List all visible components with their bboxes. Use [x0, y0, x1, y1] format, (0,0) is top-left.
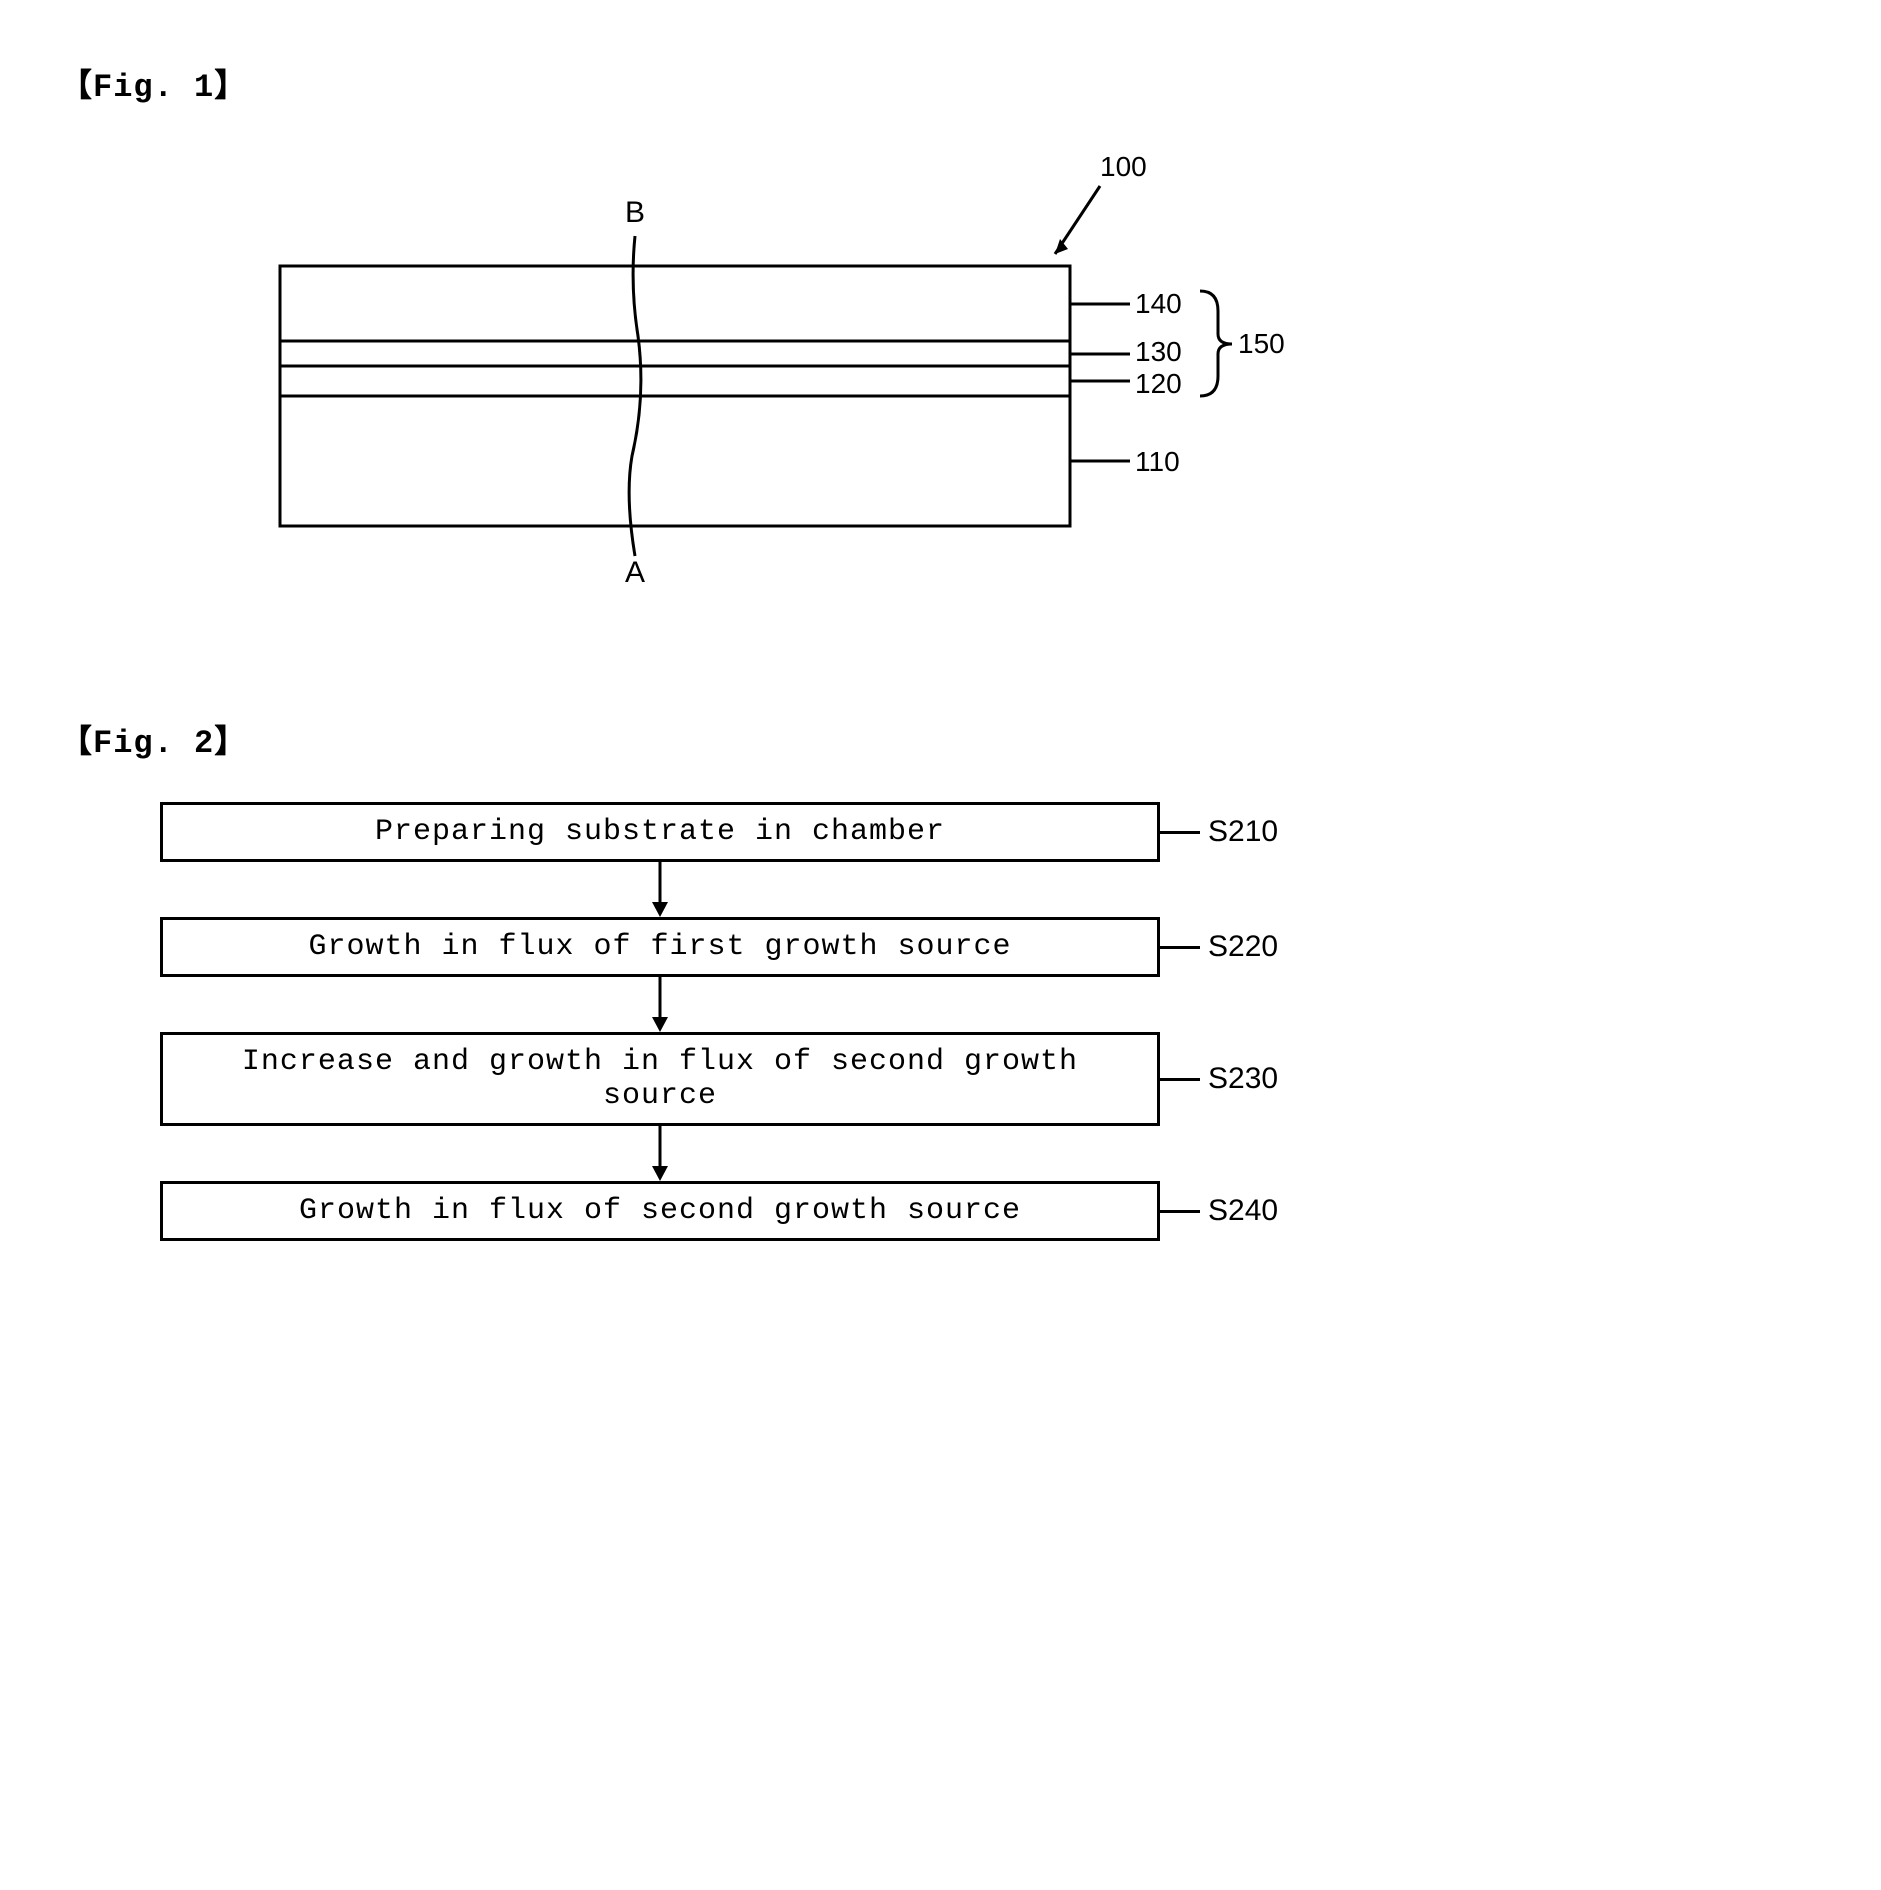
label-120: 120	[1135, 368, 1182, 400]
label-140: 140	[1135, 288, 1182, 320]
letter-B: B	[625, 196, 645, 230]
step-label-3: S230	[1208, 1062, 1278, 1096]
arrow-connector	[160, 1126, 1160, 1181]
step-label-1: S210	[1208, 815, 1278, 849]
flow-box-4: Growth in flux of second growth source	[160, 1181, 1160, 1241]
flow-row: Growth in flux of second growth source S…	[160, 1181, 1560, 1241]
step-dash	[1160, 831, 1200, 834]
fig1-label: 【Fig. 1】	[60, 60, 1821, 106]
arrow-connector	[160, 862, 1160, 917]
step-label-4: S240	[1208, 1194, 1278, 1228]
flow-row: Increase and growth in flux of second gr…	[160, 1032, 1560, 1126]
flow-row: Preparing substrate in chamber S210	[160, 802, 1560, 862]
label-130: 130	[1135, 336, 1182, 368]
pointer-100-arrowhead	[1055, 239, 1068, 254]
brace-150	[1200, 291, 1232, 396]
flow-box-1: Preparing substrate in chamber	[160, 802, 1160, 862]
label-110: 110	[1135, 446, 1180, 478]
flow-box-3: Increase and growth in flux of second gr…	[160, 1032, 1160, 1126]
step-dash	[1160, 1210, 1200, 1213]
flow-box-2: Growth in flux of first growth source	[160, 917, 1160, 977]
fig1-container: B A 100 140 130 120 110 150	[160, 136, 1360, 636]
step-label-2: S220	[1208, 930, 1278, 964]
label-100: 100	[1100, 151, 1147, 183]
fig2-label: 【Fig. 2】	[60, 716, 1821, 762]
step-dash	[1160, 1078, 1200, 1081]
label-150: 150	[1238, 328, 1285, 360]
letter-A: A	[625, 556, 645, 590]
arrow-connector	[160, 977, 1160, 1032]
step-dash	[1160, 946, 1200, 949]
flow-row: Growth in flux of first growth source S2…	[160, 917, 1560, 977]
fig2-container: Preparing substrate in chamber S210 Grow…	[160, 802, 1560, 1241]
